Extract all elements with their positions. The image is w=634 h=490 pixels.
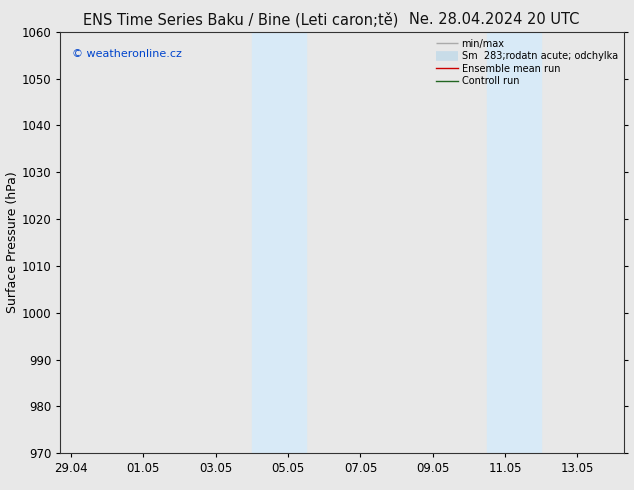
Text: Ne. 28.04.2024 20 UTC: Ne. 28.04.2024 20 UTC	[410, 12, 579, 27]
Bar	[487, 32, 541, 453]
Y-axis label: Surface Pressure (hPa): Surface Pressure (hPa)	[6, 172, 18, 314]
Text: ENS Time Series Baku / Bine (Leti caron;tě): ENS Time Series Baku / Bine (Leti caron;…	[83, 12, 399, 28]
Legend: min/max, Sm  283;rodatn acute; odchylka, Ensemble mean run, Controll run: min/max, Sm 283;rodatn acute; odchylka, …	[434, 37, 619, 88]
Text: © weatheronline.cz: © weatheronline.cz	[72, 49, 181, 59]
Bar	[252, 32, 306, 453]
